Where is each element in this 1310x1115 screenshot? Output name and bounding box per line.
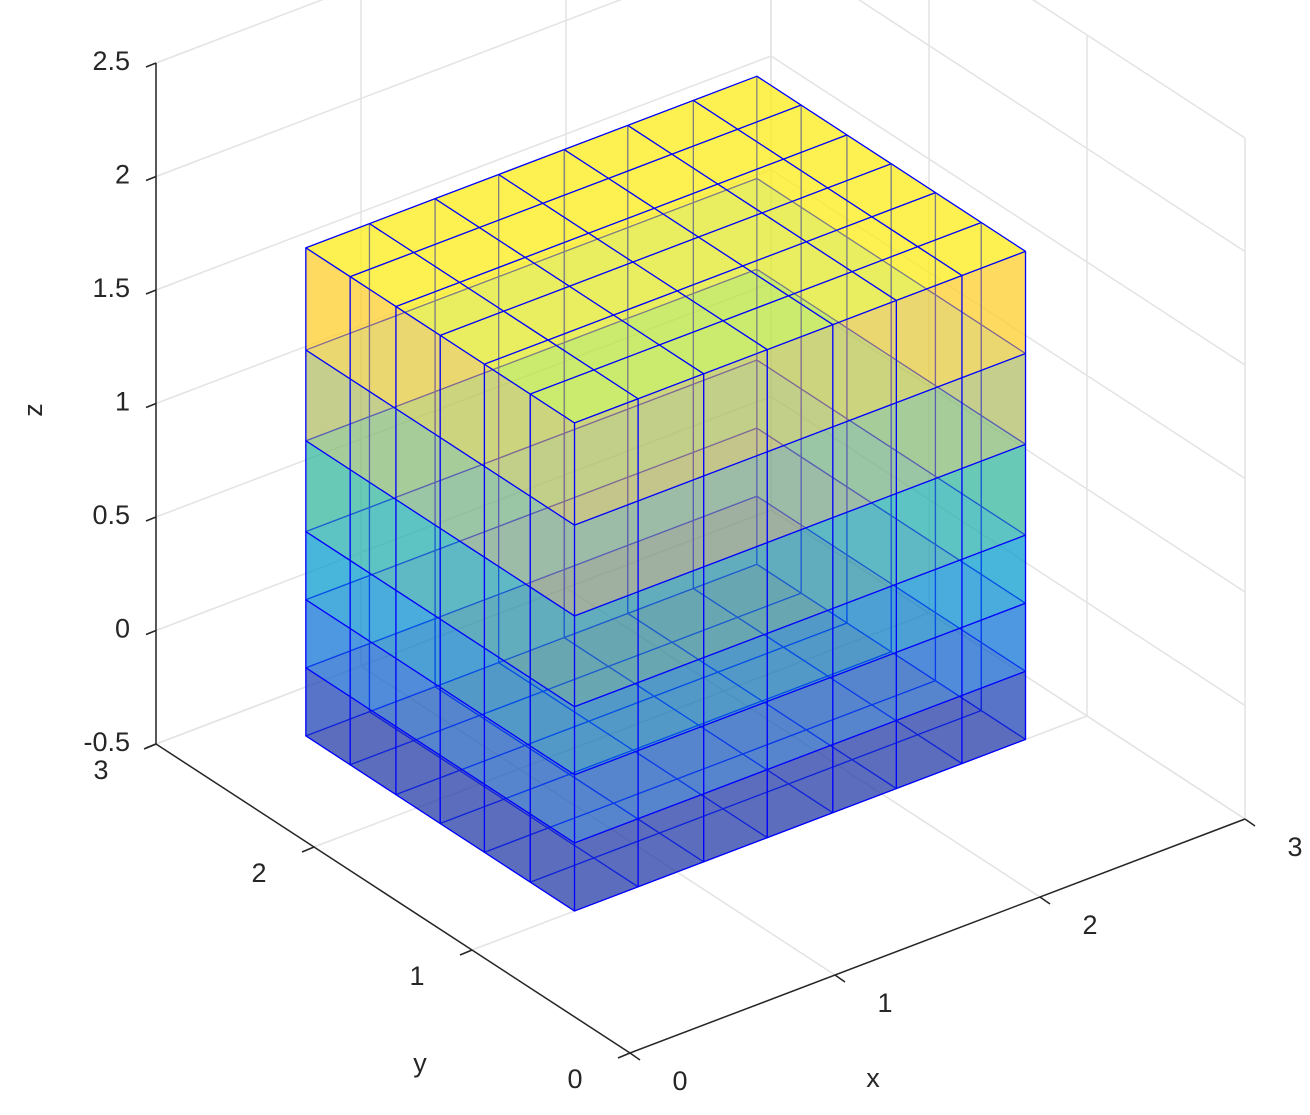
y-tick	[459, 949, 473, 956]
x-tick	[1244, 818, 1256, 827]
z-axis-label: z	[18, 403, 48, 417]
z-tick-label: 2.5	[92, 46, 130, 76]
y-axis	[155, 743, 631, 1054]
z-tick-label: 1	[115, 387, 130, 417]
x-tick-label: 0	[672, 1066, 687, 1096]
y-axis-label: y	[413, 1048, 427, 1078]
grid-line	[857, 0, 1246, 253]
x-axis	[629, 818, 1246, 1054]
x-tick	[834, 974, 846, 983]
z-tick	[145, 629, 157, 636]
grid-line	[155, 0, 622, 178]
y-tick-label: 2	[251, 858, 266, 888]
y-tick-label: 3	[93, 755, 108, 785]
x-tick	[629, 1052, 641, 1061]
z-tick	[145, 62, 157, 68]
z-tick-label: 2	[115, 160, 130, 190]
z-tick	[145, 289, 157, 295]
x-tick-label: 3	[1287, 832, 1302, 862]
grid-line	[155, 55, 772, 291]
x-tick	[1039, 896, 1051, 905]
x-tick-label: 2	[1082, 910, 1097, 940]
z-tick	[145, 402, 157, 409]
y-tick	[301, 846, 315, 853]
z-tick-label: -0.5	[83, 727, 130, 757]
y-tick-label: 1	[409, 961, 424, 991]
grid-line	[1031, 0, 1246, 139]
z-tick	[145, 175, 157, 182]
z-tick-label: 0	[115, 614, 130, 644]
z-tick-label: 0.5	[92, 500, 130, 530]
y-tick-label: 0	[567, 1064, 582, 1094]
grid-line	[770, 55, 1246, 366]
z-tick	[145, 516, 157, 522]
grid-line	[155, 0, 324, 64]
y-tick	[617, 1052, 631, 1059]
x-tick-label: 1	[877, 988, 892, 1018]
z-tick	[145, 743, 157, 749]
x-axis-label: x	[866, 1063, 880, 1093]
mesh-face	[529, 393, 576, 526]
z-tick-label: 1.5	[92, 273, 130, 303]
